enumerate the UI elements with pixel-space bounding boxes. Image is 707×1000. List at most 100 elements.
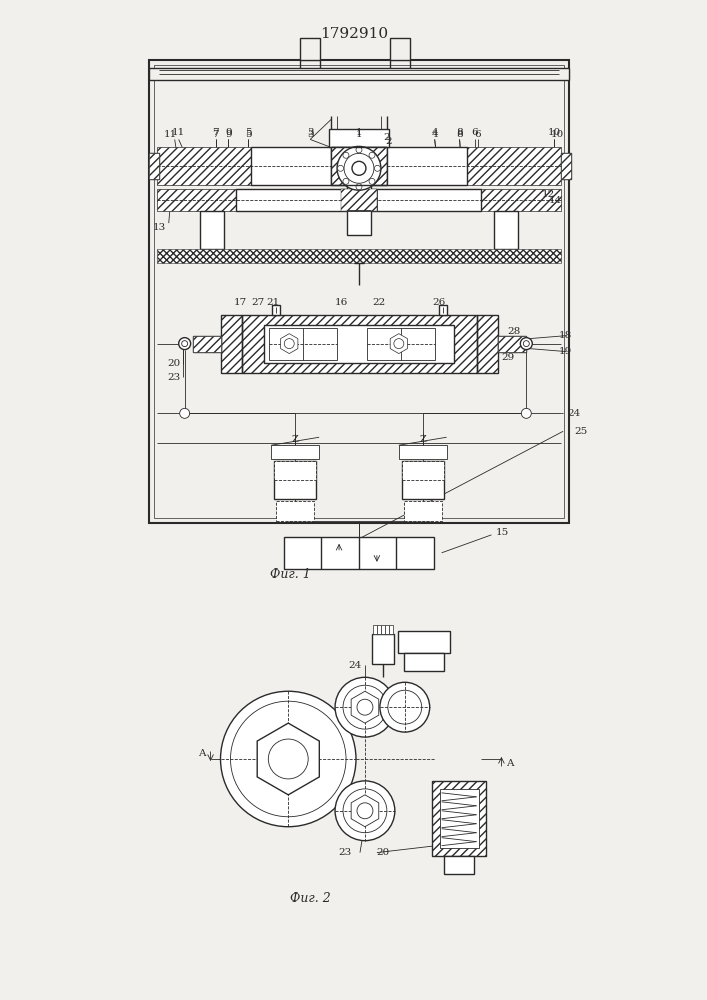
Circle shape xyxy=(344,153,374,183)
Bar xyxy=(331,147,387,185)
Bar xyxy=(381,625,385,634)
Polygon shape xyxy=(257,723,320,795)
Bar xyxy=(385,625,389,634)
Text: 11: 11 xyxy=(172,128,185,137)
Bar xyxy=(372,634,394,664)
Circle shape xyxy=(394,339,404,349)
Circle shape xyxy=(521,408,531,418)
Circle shape xyxy=(356,147,362,153)
Bar xyxy=(331,147,387,185)
Circle shape xyxy=(335,677,395,737)
Circle shape xyxy=(369,152,375,158)
Text: 3: 3 xyxy=(307,130,313,139)
Text: 17: 17 xyxy=(234,298,247,307)
Bar xyxy=(264,325,454,363)
Bar xyxy=(243,315,477,373)
Text: 13: 13 xyxy=(153,223,165,232)
Bar xyxy=(192,336,221,352)
Circle shape xyxy=(357,803,373,819)
Bar xyxy=(157,189,236,211)
Bar xyxy=(477,315,498,373)
Text: A: A xyxy=(506,759,514,768)
Bar xyxy=(494,211,518,249)
Bar xyxy=(347,185,371,235)
Text: 10: 10 xyxy=(548,128,561,137)
Text: 20: 20 xyxy=(168,359,181,368)
Circle shape xyxy=(269,739,308,779)
Text: 15: 15 xyxy=(496,528,509,537)
Bar xyxy=(221,315,243,373)
Text: 19: 19 xyxy=(559,347,573,356)
Circle shape xyxy=(388,690,422,724)
Bar xyxy=(498,336,526,352)
Bar xyxy=(481,189,561,211)
Bar xyxy=(467,147,561,185)
Bar xyxy=(444,856,474,874)
Circle shape xyxy=(375,165,380,171)
Circle shape xyxy=(343,152,349,158)
Bar xyxy=(367,328,435,360)
Text: Фиг. 1: Фиг. 1 xyxy=(270,568,310,581)
Circle shape xyxy=(343,789,387,833)
Bar xyxy=(390,38,410,60)
Text: 25: 25 xyxy=(574,427,588,436)
Text: 23: 23 xyxy=(168,373,181,382)
Text: 4: 4 xyxy=(431,128,438,137)
Circle shape xyxy=(337,146,381,190)
Circle shape xyxy=(335,781,395,841)
Circle shape xyxy=(182,341,187,347)
Bar xyxy=(561,153,571,179)
Bar xyxy=(300,38,320,60)
Bar xyxy=(284,537,433,569)
Bar xyxy=(399,445,447,459)
Text: 3: 3 xyxy=(307,128,313,137)
Polygon shape xyxy=(351,795,379,827)
Bar xyxy=(252,147,467,185)
Bar xyxy=(389,625,393,634)
Circle shape xyxy=(357,699,373,715)
Text: 29: 29 xyxy=(502,353,515,362)
Circle shape xyxy=(523,341,530,347)
Text: 6: 6 xyxy=(471,128,478,137)
Polygon shape xyxy=(390,334,407,354)
Text: 10: 10 xyxy=(551,130,563,139)
Text: 5: 5 xyxy=(245,130,252,139)
Bar xyxy=(402,461,444,499)
Bar xyxy=(477,315,498,373)
Bar xyxy=(272,305,280,315)
Circle shape xyxy=(356,184,362,190)
Bar xyxy=(148,153,159,179)
Bar xyxy=(221,315,243,373)
Text: Фиг. 2: Фиг. 2 xyxy=(290,892,331,905)
Text: 23: 23 xyxy=(339,848,351,857)
Text: 11: 11 xyxy=(164,130,177,139)
Bar xyxy=(157,249,561,263)
Text: 16: 16 xyxy=(334,298,348,307)
Text: 28: 28 xyxy=(508,327,521,336)
Text: 27: 27 xyxy=(252,298,265,307)
Bar xyxy=(402,461,444,480)
Text: A: A xyxy=(198,749,206,758)
Circle shape xyxy=(343,685,387,729)
Bar xyxy=(271,445,319,459)
Polygon shape xyxy=(281,334,298,354)
Bar xyxy=(199,211,223,249)
Text: 22: 22 xyxy=(373,298,385,307)
Text: 7: 7 xyxy=(212,130,219,139)
Circle shape xyxy=(369,178,375,184)
Text: Z: Z xyxy=(419,435,426,444)
Text: 12: 12 xyxy=(542,190,556,199)
Bar xyxy=(561,153,571,179)
Text: 1: 1 xyxy=(356,128,362,137)
Bar xyxy=(404,653,444,671)
Circle shape xyxy=(221,691,356,827)
Text: 26: 26 xyxy=(432,298,445,307)
Text: 8: 8 xyxy=(456,128,463,137)
Bar xyxy=(148,60,569,523)
Text: 2: 2 xyxy=(385,137,392,146)
Bar xyxy=(432,781,486,856)
Bar xyxy=(498,336,526,352)
Bar xyxy=(373,625,377,634)
Bar xyxy=(329,129,389,147)
Text: 9: 9 xyxy=(226,128,232,137)
